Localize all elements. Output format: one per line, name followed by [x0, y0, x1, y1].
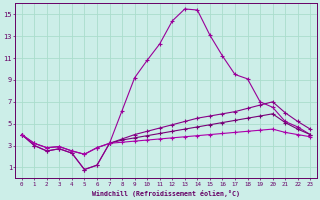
X-axis label: Windchill (Refroidissement éolien,°C): Windchill (Refroidissement éolien,°C): [92, 190, 240, 197]
